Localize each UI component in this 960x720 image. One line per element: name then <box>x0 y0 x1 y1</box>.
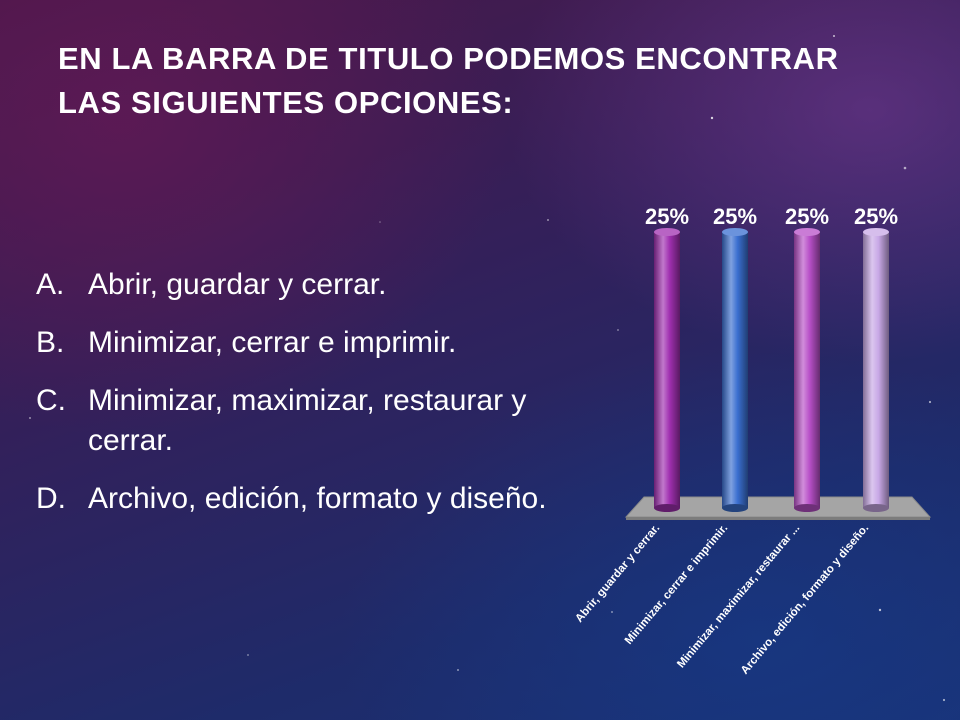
data-label-2: 25% <box>713 204 757 229</box>
answer-option-b: B. Minimizar, cerrar e imprimir. <box>36 323 576 363</box>
data-label-3: 25% <box>785 204 829 229</box>
bar-1 <box>654 232 680 508</box>
option-text: Abrir, guardar y cerrar. <box>88 268 387 301</box>
data-label-4: 25% <box>854 204 898 229</box>
slide-title: EN LA BARRA DE TITULO PODEMOS ENCONTRAR … <box>58 41 839 120</box>
answer-option-d: D. Archivo, edición, formato y diseño. <box>36 479 576 519</box>
answer-option-c: C. Minimizar, maximizar, restaurar y cer… <box>36 381 576 461</box>
category-label-3: Minimizar, maximizar, restaurar ... <box>675 522 802 670</box>
option-letter: A. <box>36 268 65 301</box>
option-letter: B. <box>36 326 65 359</box>
bar-3-base <box>794 504 820 512</box>
option-letter: D. <box>36 482 66 515</box>
category-label-4: Archivo, edición, formato y diseño. <box>739 522 871 677</box>
bar-2 <box>722 232 748 508</box>
bar-1-base <box>654 504 680 512</box>
bar-4-top <box>863 228 889 236</box>
answer-options-list: A. Abrir, guardar y cerrar. B. Minimizar… <box>36 265 576 537</box>
bar-3 <box>794 232 820 508</box>
bar-4-base <box>863 504 889 512</box>
answer-option-a: A. Abrir, guardar y cerrar. <box>36 265 576 305</box>
option-letter: C. <box>36 384 66 417</box>
bar-2-top <box>722 228 748 236</box>
bar-2-base <box>722 504 748 512</box>
bar-4 <box>863 232 889 508</box>
bar-1-top <box>654 228 680 236</box>
bar-3-top <box>794 228 820 236</box>
chart-floor-edge <box>626 517 930 520</box>
option-text: Archivo, edición, formato y diseño. <box>88 482 547 515</box>
option-text: Minimizar, cerrar e imprimir. <box>88 326 457 359</box>
data-label-1: 25% <box>645 204 689 229</box>
option-text: Minimizar, maximizar, restaurar y cerrar… <box>88 384 527 457</box>
